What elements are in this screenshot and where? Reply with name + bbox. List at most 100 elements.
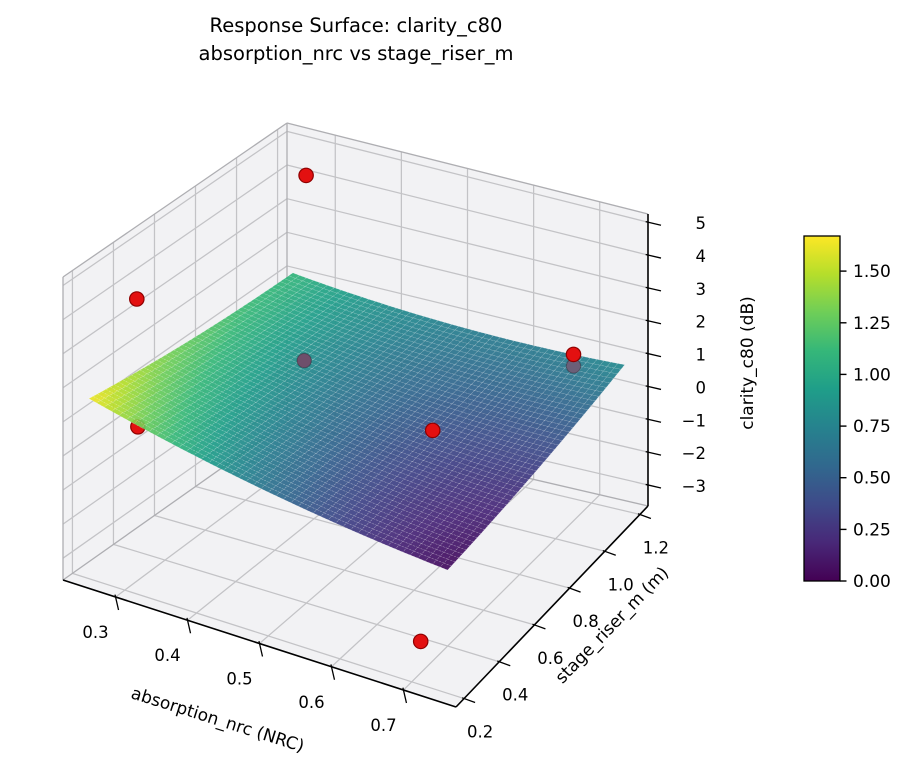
surface-cell	[250, 344, 263, 352]
surface-cell	[371, 301, 384, 308]
surface-cell	[451, 399, 464, 407]
surface-cell	[441, 447, 454, 455]
surface-cell	[313, 346, 326, 354]
surface-cell	[217, 335, 230, 342]
surface-cell	[247, 395, 261, 403]
surface-cell	[481, 455, 494, 463]
surface-cell	[287, 374, 301, 382]
surface-cell	[361, 428, 374, 436]
surface-cell	[207, 415, 221, 423]
surface-cell	[419, 439, 433, 447]
surface-cell	[540, 430, 552, 438]
surface-cell	[231, 407, 244, 415]
surface-cell	[499, 476, 512, 484]
surface-cell	[317, 377, 330, 384]
surface-cell	[200, 378, 213, 386]
surface-cell	[294, 386, 307, 394]
surface-cell	[502, 394, 515, 401]
surface-cell	[293, 440, 306, 448]
grid-line	[286, 164, 649, 256]
colorbar-tick-label: 0.25	[853, 520, 891, 540]
surface-cell	[319, 358, 332, 366]
surface-cell	[238, 377, 251, 385]
surface-cell	[287, 350, 300, 358]
surface-cell	[224, 370, 237, 378]
surface-cell	[164, 384, 178, 392]
surface-cell	[532, 371, 544, 378]
surface-cell	[375, 389, 388, 396]
surface-cell	[414, 484, 427, 492]
surface-cell	[211, 323, 225, 330]
surface-cell	[562, 404, 575, 412]
surface-cell	[262, 312, 275, 320]
scatter-point	[565, 346, 582, 363]
surface-cell	[311, 399, 325, 406]
surface-cell	[192, 408, 206, 416]
surface-cell	[404, 321, 417, 328]
surface-cell	[346, 388, 359, 395]
surface-cell	[566, 400, 578, 407]
surface-cell	[220, 341, 233, 348]
surface-cell	[232, 365, 245, 372]
surface-cell	[447, 403, 460, 411]
surface-cell	[389, 459, 402, 467]
surface-cell	[383, 436, 396, 444]
surface-cell	[260, 386, 273, 394]
surface-cell	[480, 518, 493, 526]
surface-cell	[366, 415, 379, 423]
surface-cell	[425, 327, 438, 334]
surface-cell	[281, 449, 294, 458]
surface-cell	[325, 414, 338, 422]
surface-cell	[496, 439, 509, 446]
surface-cell	[246, 405, 260, 413]
surface-cell	[186, 395, 200, 403]
surface-cell	[578, 356, 591, 363]
surface-cell	[344, 372, 357, 380]
tick-mark	[497, 660, 511, 667]
surface-cell	[239, 401, 253, 409]
surface-cell	[345, 397, 358, 405]
surface-cell	[326, 404, 339, 412]
surface-cell	[315, 440, 329, 448]
tick-mark	[645, 221, 662, 226]
surface-cell	[504, 420, 517, 428]
surface-cell	[360, 302, 373, 309]
response-surface	[88, 272, 626, 571]
tick-mark	[461, 697, 476, 704]
surface-cell	[438, 431, 451, 438]
surface-cell	[334, 354, 348, 362]
surface-cell	[172, 379, 186, 387]
surface-cell	[237, 306, 250, 314]
surface-cell	[205, 334, 219, 342]
surface-cell	[335, 298, 348, 305]
surface-cell	[304, 440, 318, 448]
surface-cell	[410, 411, 423, 419]
tick-mark	[637, 513, 652, 520]
surface-cell	[274, 393, 288, 401]
surface-cell	[209, 397, 223, 405]
surface-cell	[368, 386, 381, 394]
surface-cell	[294, 421, 308, 429]
surface-cell	[378, 360, 391, 368]
surface-cell	[491, 506, 504, 514]
surface-cell	[550, 360, 563, 367]
surface-cell	[432, 363, 445, 371]
surface-cell	[247, 338, 260, 346]
surface-cell	[397, 396, 410, 404]
surface-cell	[450, 550, 463, 559]
surface-cell	[478, 438, 491, 446]
surface-cell	[304, 450, 317, 458]
surface-cell	[240, 335, 253, 343]
surface-cell	[162, 369, 176, 377]
surface-cell	[336, 468, 350, 477]
surface-cell	[502, 493, 515, 501]
surface-cell	[462, 485, 475, 493]
surface-cell	[160, 354, 174, 362]
surface-cell	[406, 415, 419, 422]
surface-cell	[592, 359, 605, 366]
surface-cell	[434, 444, 447, 452]
surface-cell	[298, 418, 312, 426]
surface-cell	[307, 288, 320, 295]
surface-cell	[381, 466, 394, 474]
